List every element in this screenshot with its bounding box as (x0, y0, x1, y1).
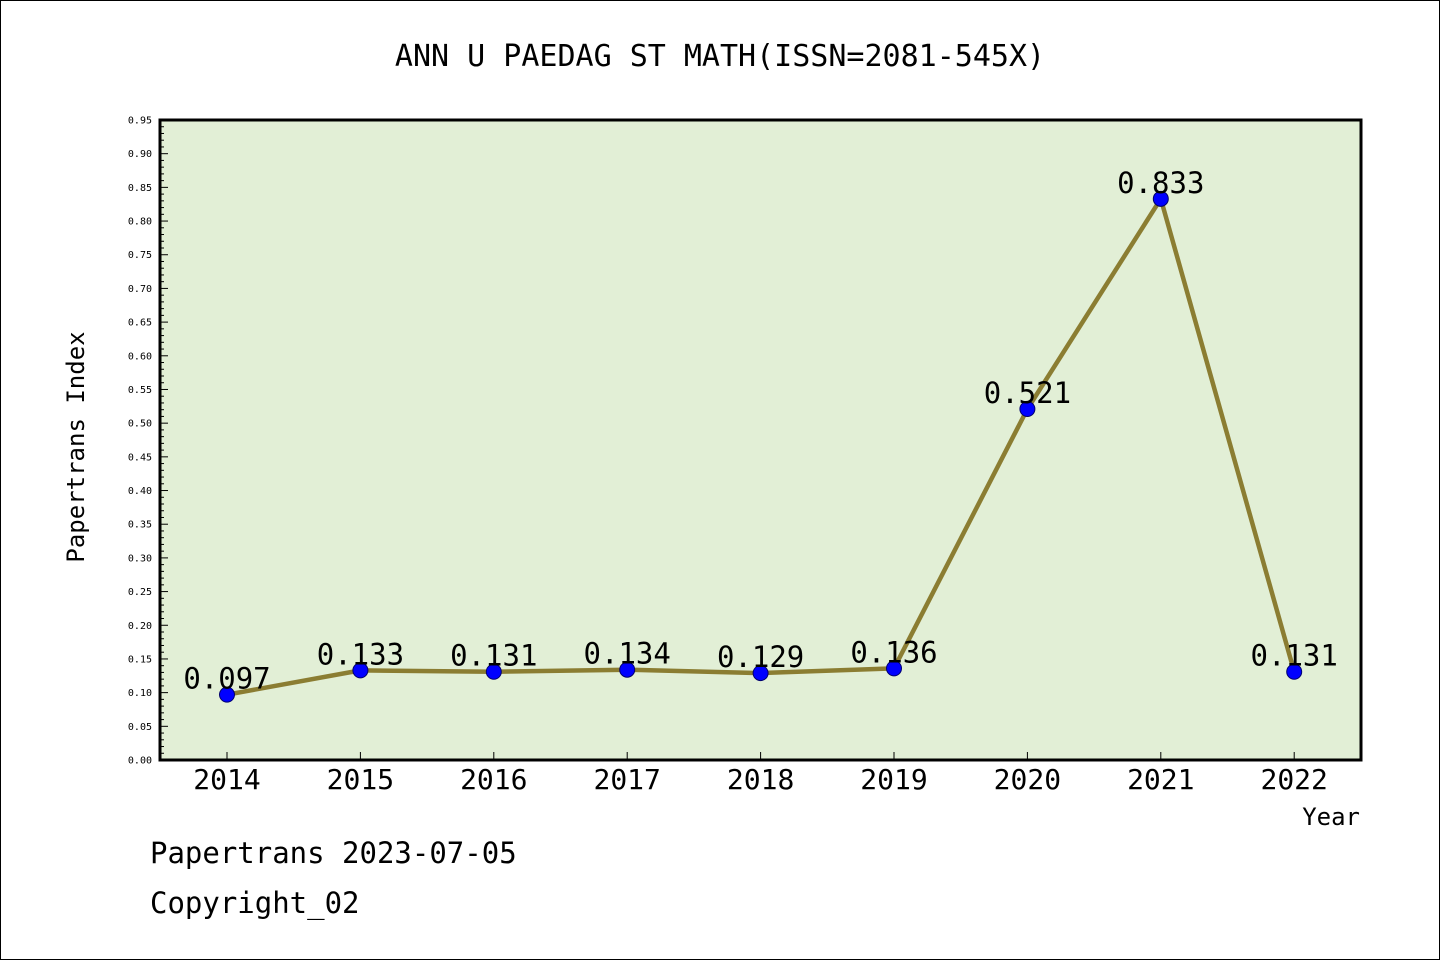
data-labels: 0.097 0.133 0.131 0.134 0.129 0.136 0.521 0.833… (183, 166, 1338, 696)
data-point (1286, 663, 1303, 680)
data-label: 0.131 (450, 639, 537, 673)
y-tick-label: 0.45 (128, 452, 152, 463)
x-tick-label: 2017 (593, 763, 660, 796)
data-point (485, 663, 502, 680)
x-tick-label: 2016 (460, 763, 527, 796)
x-tick-label: 2018 (727, 763, 794, 796)
x-axis-label: Year (1302, 803, 1360, 831)
x-tick-label: 2014 (193, 763, 260, 796)
data-point (219, 686, 235, 703)
x-tick-label: 2019 (860, 763, 927, 796)
x-tick-label: 2021 (1127, 763, 1194, 796)
data-label: 0.097 (183, 662, 270, 696)
y-tick-label: 0.35 (128, 520, 152, 531)
chart-title: ANN U PAEDAG ST MATH(ISSN=2081-545X) (395, 39, 1045, 74)
y-tick-label: 0.50 (128, 419, 152, 430)
x-tick-label: 2015 (327, 763, 394, 796)
y-tick-label: 0.30 (128, 553, 152, 564)
data-label: 0.129 (717, 640, 804, 674)
y-tick-label: 0.60 (128, 351, 152, 362)
y-tick-label: 0.25 (128, 587, 152, 598)
data-point (752, 665, 769, 682)
data-label: 0.131 (1251, 639, 1338, 673)
y-tick-label: 0.80 (128, 217, 152, 228)
y-tick-label: 0.85 (128, 183, 152, 194)
y-axis: 0.00 0.05 0.10 0.15 0.20 0.25 0.30 0.35 0.40 0.45… (128, 116, 168, 767)
data-label: 0.133 (317, 637, 404, 671)
y-tick-label: 0.05 (128, 722, 152, 733)
y-tick-label: 0.95 (128, 116, 152, 127)
data-label: 0.134 (584, 637, 671, 671)
footer-copyright: Copyright_02 (150, 886, 360, 921)
y-tick-label: 0.20 (128, 621, 152, 632)
data-label: 0.833 (1117, 166, 1204, 200)
y-tick-label: 0.90 (128, 149, 152, 160)
data-point (886, 660, 902, 677)
data-label: 0.136 (850, 635, 937, 669)
y-tick-label: 0.40 (128, 486, 152, 497)
x-axis: 2014 2015 2016 2017 2018 2019 2020 2021 2022 (193, 752, 1328, 796)
y-tick-label: 0.00 (128, 756, 152, 767)
x-tick-label: 2020 (994, 763, 1061, 796)
footer-source: Papertrans 2023-07-05 (150, 836, 517, 870)
data-points (219, 190, 1303, 703)
y-tick-label: 0.75 (128, 250, 152, 261)
y-axis-label: Papertrans Index (62, 331, 90, 562)
y-tick-label: 0.10 (128, 688, 152, 699)
y-tick-label: 0.65 (128, 318, 152, 329)
data-point (352, 662, 369, 679)
y-tick-label: 0.55 (128, 385, 152, 396)
data-point (1019, 401, 1036, 418)
x-tick-label: 2022 (1260, 763, 1327, 796)
y-tick-label: 0.70 (128, 284, 152, 295)
data-point (1152, 190, 1169, 207)
data-label: 0.521 (984, 376, 1071, 410)
y-tick-label: 0.15 (128, 654, 152, 665)
data-point (619, 661, 636, 678)
plot-area (158, 118, 1363, 762)
